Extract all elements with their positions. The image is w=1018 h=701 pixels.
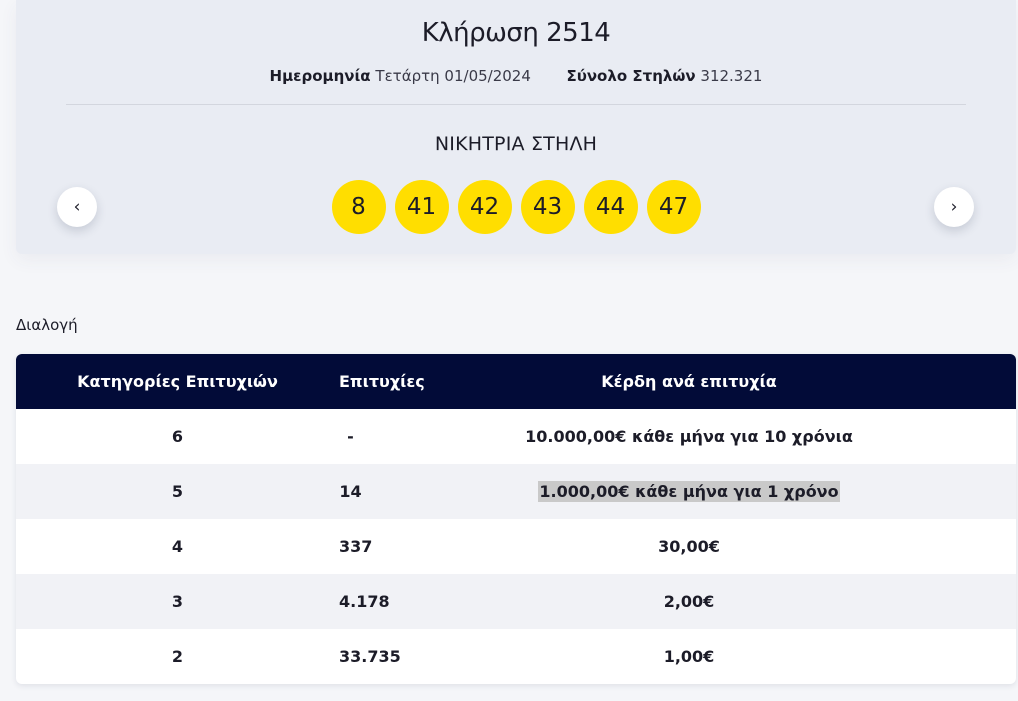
divider xyxy=(66,104,966,105)
cell-winners: 4.178 xyxy=(339,592,390,611)
table-row: 4 337 30,00€ xyxy=(16,519,1016,574)
columns-label: Σύνολο Στηλών xyxy=(566,67,696,85)
cell-category: 2 xyxy=(171,647,184,666)
number-ball: 41 xyxy=(394,180,449,234)
draw-title: Κλήρωση 2514 xyxy=(421,18,611,48)
cell-category: 5 xyxy=(171,482,184,501)
cell-prize: 1,00€ xyxy=(663,647,715,666)
cell-winners: 14 xyxy=(339,482,362,501)
date-label: Ημερομηνία xyxy=(269,67,371,85)
number-ball: 42 xyxy=(457,180,512,234)
cell-category: 3 xyxy=(171,592,184,611)
number-ball: 8 xyxy=(331,180,386,234)
table-row: 5 14 1.000,00€ κάθε μήνα για 1 χρόνο xyxy=(16,464,1016,519)
header-winners: Επιτυχίες xyxy=(339,372,425,391)
section-label: Διαλογή xyxy=(16,316,78,334)
cell-category: 6 xyxy=(171,427,184,446)
number-ball: 43 xyxy=(520,180,575,234)
cell-winners: 33.735 xyxy=(339,647,401,666)
columns-value: 312.321 xyxy=(700,67,763,85)
number-ball: 47 xyxy=(646,180,701,234)
draw-card: Κλήρωση 2514 Ημερομηνία Τετάρτη 01/05/20… xyxy=(16,0,1016,254)
previous-draw-button[interactable]: ‹ xyxy=(57,187,97,227)
cell-prize: 2,00€ xyxy=(663,592,715,611)
chevron-left-icon: ‹ xyxy=(73,197,81,217)
highlighted-prize-text: 1.000,00€ κάθε μήνα για 1 χρόνο xyxy=(538,481,840,502)
table-row: 6 - 10.000,00€ κάθε μήνα για 10 χρόνια xyxy=(16,409,1016,464)
header-category: Κατηγορίες Επιτυχιών xyxy=(77,372,278,391)
cell-winners: - xyxy=(347,427,354,446)
next-draw-button[interactable]: › xyxy=(934,187,974,227)
cell-prize: 1.000,00€ κάθε μήνα για 1 χρόνο xyxy=(362,481,1016,502)
date-value: Τετάρτη 01/05/2024 xyxy=(375,67,531,85)
cell-winners: 337 xyxy=(339,537,373,556)
table-row: 2 33.735 1,00€ xyxy=(16,629,1016,684)
number-ball: 44 xyxy=(583,180,638,234)
cell-category: 4 xyxy=(171,537,184,556)
table-row: 3 4.178 2,00€ xyxy=(16,574,1016,629)
winning-numbers: 8 41 42 43 44 47 xyxy=(16,180,1016,234)
results-table: Κατηγορίες Επιτυχιών Επιτυχίες Κέρδη ανά… xyxy=(16,354,1016,684)
table-header: Κατηγορίες Επιτυχιών Επιτυχίες Κέρδη ανά… xyxy=(16,354,1016,409)
chevron-right-icon: › xyxy=(950,197,958,217)
cell-prize: 10.000,00€ κάθε μήνα για 10 χρόνια xyxy=(525,427,853,446)
winning-column-label: ΝΙΚΗΤΡΙΑ ΣΤΗΛΗ xyxy=(434,133,598,155)
draw-meta: Ημερομηνία Τετάρτη 01/05/2024 Σύνολο Στη… xyxy=(16,67,1016,85)
cell-prize: 30,00€ xyxy=(658,537,720,556)
header-prize: Κέρδη ανά επιτυχία xyxy=(601,372,777,391)
